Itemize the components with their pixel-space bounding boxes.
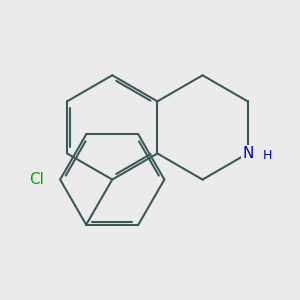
Text: H: H	[262, 148, 272, 162]
Text: N: N	[242, 146, 254, 161]
Text: Cl: Cl	[29, 172, 44, 187]
